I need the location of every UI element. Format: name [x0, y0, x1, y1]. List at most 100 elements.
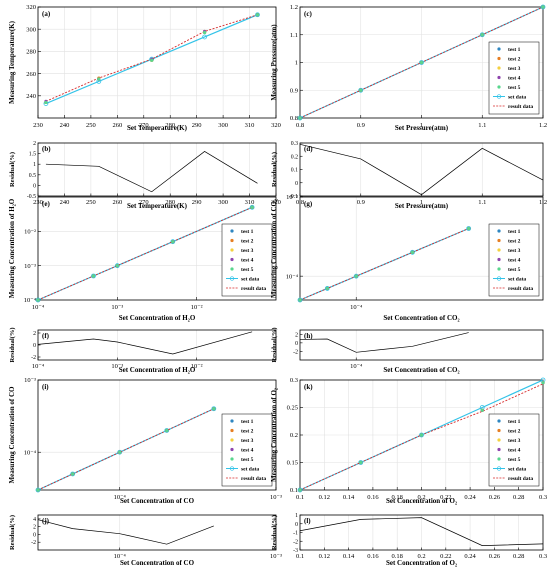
residual-y-tick-label: -0.1 — [289, 194, 298, 200]
residual-frame — [299, 329, 544, 361]
legend-label: result data — [241, 286, 266, 292]
residual-x-axis-label: Set Concentration of H₂O — [119, 366, 196, 374]
chart-pressure: 0.8 0.9 1 1.1 1.2 0.8 0.9 1 1.1 1.2 (c) Set Pressur… — [270, 4, 547, 210]
set-data-marker — [255, 12, 260, 18]
set-data-marker — [353, 273, 359, 279]
legend-label: test 4 — [508, 258, 521, 264]
legend-marker-test-1 — [230, 229, 234, 233]
x-tick-label: 320 — [271, 122, 281, 129]
y-tick-label: 10⁻³ — [24, 377, 36, 384]
residual-y-tick-label: 2 — [33, 141, 36, 147]
residual-y-tick-label: 1 — [33, 162, 36, 168]
set-data-marker — [35, 297, 41, 303]
legend-box — [221, 413, 273, 487]
x-tick-label: 270 — [139, 122, 149, 129]
residual-x-tick-label: 10⁻² — [191, 363, 203, 370]
y-axis-label: Measuring Concentration of O₂ — [270, 388, 278, 482]
residual-line — [37, 331, 253, 355]
x-tick-label: 0.14 — [343, 494, 355, 501]
x-tick-label: 0.1 — [296, 494, 304, 501]
y-tick-label: 280 — [26, 49, 36, 56]
data-point-test-5 — [298, 116, 302, 120]
residual-co2: 10⁻⁴ 2 0 -2 (h) Residual(%) Set Concentration … — [271, 327, 544, 374]
set-data-marker — [91, 273, 96, 279]
data-point-test-5 — [36, 488, 40, 492]
y-tick-label: 10⁻⁴ — [24, 449, 37, 456]
residual-x-tick-label: 1 — [420, 199, 423, 206]
data-point-test-5 — [541, 381, 545, 385]
legend-marker-test-5 — [497, 267, 501, 271]
legend-marker-test-2 — [230, 238, 234, 243]
legend-box — [488, 223, 540, 297]
legend-marker-test-2 — [497, 238, 501, 243]
legend-label: test 3 — [508, 248, 521, 254]
y-tick-label: 10⁻⁴ — [24, 297, 37, 304]
data-point-test-5 — [150, 58, 154, 62]
panel-label: (a) — [42, 10, 51, 18]
legend-label: test 3 — [241, 248, 254, 254]
x-tick-label: 0.2 — [417, 494, 425, 501]
set-data-marker — [297, 297, 303, 303]
x-tick-label: 240 — [60, 122, 70, 129]
residual-x-tick-label: 0.26 — [489, 553, 501, 560]
set-data-marker — [170, 239, 176, 245]
residual-x-tick-label: 10⁻³ — [270, 553, 282, 560]
x-tick-label: 1 — [420, 122, 423, 129]
legend-label: set data — [241, 467, 259, 473]
residual-x-tick-label: 0.18 — [392, 553, 403, 560]
x-tick-label: 0.16 — [367, 494, 379, 501]
y-tick-label: 0.9 — [290, 87, 298, 94]
residual-y-tick-label: 2 — [33, 525, 36, 531]
residual-x-axis-label: Set Pressure(atm) — [395, 202, 449, 210]
legend-label: test 5 — [241, 457, 254, 463]
residual-x-tick-label: 1.1 — [478, 199, 486, 206]
y-tick-label: 0.8 — [290, 115, 298, 122]
y-axis-label: Measuring Temperature(K) — [8, 20, 16, 104]
set-data-marker — [358, 460, 364, 465]
legend-marker-test-1 — [230, 419, 234, 423]
legend-label: test 3 — [508, 438, 521, 444]
x-tick-label: 1.1 — [478, 122, 486, 129]
y-tick-label: 240 — [26, 93, 36, 100]
residual-line — [45, 151, 258, 193]
chart-o2: 0.1 0.12 0.14 0.16 0.18 0.2 0.22 0.24 0.26 0.28 0.… — [270, 377, 547, 567]
data-point-test-5 — [165, 428, 169, 433]
set-data-marker — [211, 406, 217, 412]
residual-x-tick-label: 240 — [60, 199, 70, 206]
data-point-test-5 — [212, 407, 216, 411]
residual-x-tick-label: 300 — [218, 199, 228, 206]
residual-y-axis-label: Residual(%) — [271, 152, 278, 187]
legend: test 1 test 2 test 3 test 4 test 5 set data re… — [488, 223, 540, 297]
legend: test 1 test 2 test 3 test 4 test 5 set data re… — [488, 413, 540, 487]
x-axis-label: Set Temperature(K) — [127, 124, 188, 132]
residual-frame — [37, 514, 277, 551]
panel-label: (k) — [304, 383, 313, 391]
residual-x-tick-label: 0.28 — [513, 553, 524, 560]
legend-label: test 1 — [241, 419, 254, 425]
series-line-result-data — [37, 206, 253, 301]
x-tick-label: 0.22 — [440, 494, 451, 501]
residual-panel-label: (h) — [304, 332, 313, 340]
data-point-test-5 — [171, 240, 175, 244]
y-tick-label: 1.2 — [290, 4, 298, 11]
set-data-marker — [466, 226, 472, 231]
residual-y-tick-label: 1.5 — [29, 152, 36, 158]
set-data-marker — [164, 428, 170, 433]
x-tick-label: 1.2 — [539, 122, 547, 129]
chart-h2o: 10⁻⁴ 10⁻³ 10⁻² 10⁻⁴ 10⁻³ 10⁻² (e) Set Concentra… — [8, 196, 277, 374]
legend-label: test 2 — [508, 57, 521, 63]
legend-box — [488, 413, 540, 487]
set-data-marker — [479, 32, 485, 38]
x-tick-label: 260 — [112, 122, 122, 129]
x-tick-label: 0.24 — [464, 494, 476, 501]
residual-y-tick-label: 2 — [295, 332, 298, 338]
residual-y-tick-label: -2 — [293, 539, 298, 545]
legend-marker-set-data — [229, 276, 235, 281]
residual-x-tick-label: 250 — [86, 199, 96, 206]
legend-label: set data — [508, 467, 526, 473]
y-tick-label: 0.3 — [290, 377, 298, 384]
data-point-test-5 — [36, 298, 40, 302]
y-tick-label: 0.15 — [287, 460, 298, 467]
legend-label: test 3 — [508, 66, 521, 72]
chart-co2: 10⁻⁴ 10⁻⁴ 10⁻³ (g) Set Concentration of CO₂ M… — [270, 194, 544, 374]
